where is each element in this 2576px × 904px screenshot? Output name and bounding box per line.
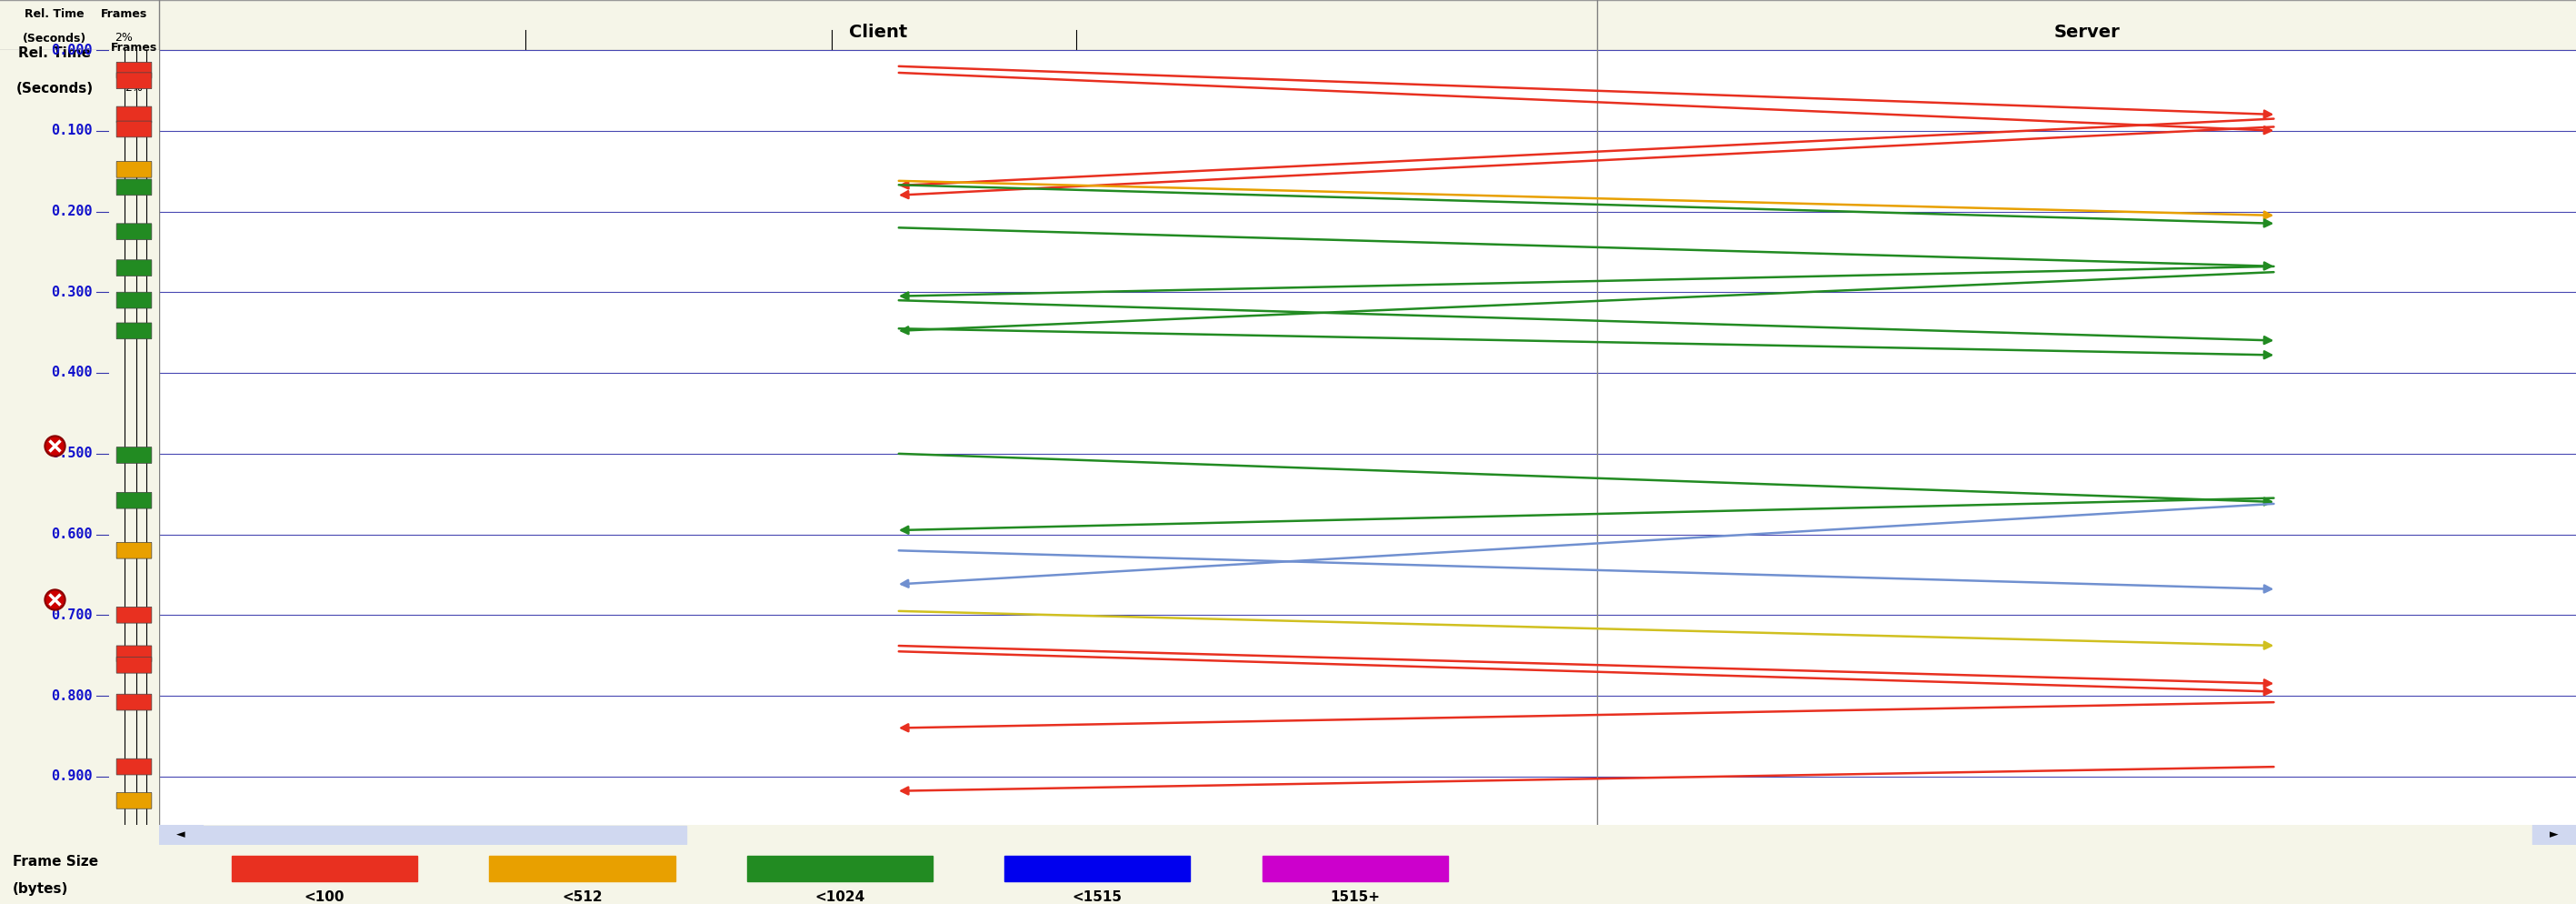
Bar — [1005, 855, 1190, 881]
Text: Frame Size: Frame Size — [13, 854, 98, 868]
Text: 0.100: 0.100 — [52, 124, 93, 137]
Text: Server: Server — [2053, 24, 2120, 42]
Text: <100: <100 — [304, 890, 345, 904]
Text: (Seconds): (Seconds) — [23, 33, 88, 45]
Text: 0.000: 0.000 — [52, 43, 93, 57]
Text: 0.500: 0.500 — [52, 447, 93, 460]
FancyBboxPatch shape — [116, 72, 152, 89]
Bar — [232, 855, 417, 881]
Text: <512: <512 — [562, 890, 603, 904]
Bar — [204, 826, 685, 844]
Text: Frames: Frames — [100, 8, 147, 20]
Text: 0.700: 0.700 — [52, 608, 93, 622]
Text: Client: Client — [850, 24, 907, 42]
Text: (bytes): (bytes) — [13, 882, 70, 896]
Text: 0.600: 0.600 — [52, 528, 93, 541]
FancyBboxPatch shape — [116, 493, 152, 508]
FancyBboxPatch shape — [116, 758, 152, 775]
FancyBboxPatch shape — [116, 793, 152, 809]
FancyBboxPatch shape — [116, 323, 152, 339]
Text: 0.400: 0.400 — [52, 366, 93, 380]
Text: 1515+: 1515+ — [1329, 890, 1381, 904]
FancyBboxPatch shape — [116, 107, 152, 123]
Text: <1024: <1024 — [814, 890, 866, 904]
Text: Rel. Time: Rel. Time — [18, 46, 90, 60]
FancyBboxPatch shape — [116, 645, 152, 662]
Text: Frames: Frames — [111, 42, 157, 53]
Text: <1515: <1515 — [1072, 890, 1123, 904]
Bar — [489, 855, 675, 881]
Text: (Seconds): (Seconds) — [15, 82, 93, 96]
FancyBboxPatch shape — [116, 694, 152, 711]
FancyBboxPatch shape — [116, 542, 152, 559]
Bar — [160, 824, 204, 845]
Text: 0.300: 0.300 — [52, 286, 93, 299]
FancyBboxPatch shape — [116, 179, 152, 195]
FancyBboxPatch shape — [116, 121, 152, 137]
Text: ◄: ◄ — [175, 829, 185, 841]
FancyBboxPatch shape — [116, 657, 152, 673]
FancyBboxPatch shape — [116, 223, 152, 240]
Text: Rel. Time: Rel. Time — [26, 8, 85, 20]
Text: 2%: 2% — [116, 32, 134, 43]
Text: ►: ► — [2550, 829, 2558, 841]
FancyBboxPatch shape — [116, 447, 152, 463]
Bar — [747, 855, 933, 881]
FancyBboxPatch shape — [116, 162, 152, 177]
FancyBboxPatch shape — [116, 607, 152, 623]
Text: 0.200: 0.200 — [52, 204, 93, 218]
Text: 0.900: 0.900 — [52, 769, 93, 783]
FancyBboxPatch shape — [116, 292, 152, 308]
Bar — [1262, 855, 1448, 881]
Bar — [2532, 824, 2576, 845]
FancyBboxPatch shape — [116, 62, 152, 79]
Text: 0.800: 0.800 — [52, 689, 93, 702]
Text: 2%: 2% — [126, 82, 144, 94]
FancyBboxPatch shape — [116, 259, 152, 276]
